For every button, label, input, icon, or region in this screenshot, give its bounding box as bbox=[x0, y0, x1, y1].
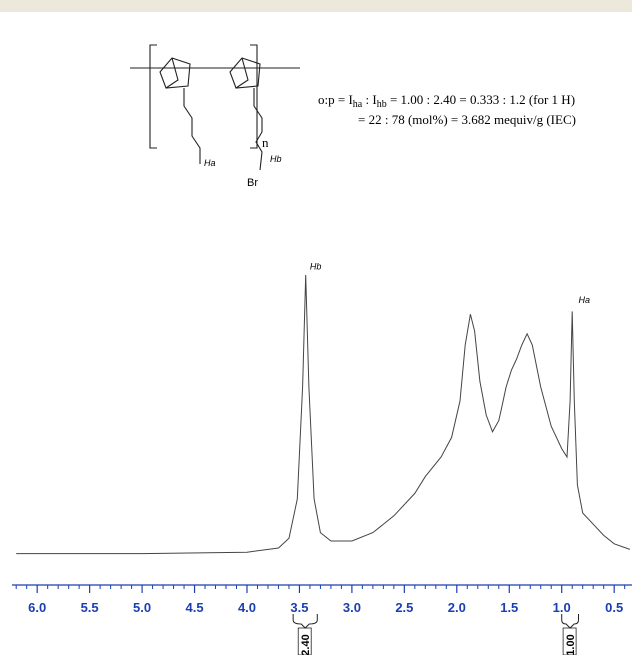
spectrum bbox=[16, 274, 631, 555]
x-tick-label: 2.0 bbox=[448, 600, 466, 615]
repeat-n: n bbox=[262, 135, 269, 150]
integral-bracket bbox=[292, 614, 318, 629]
formula-part: : I bbox=[362, 92, 376, 107]
integral-label: 1.00 bbox=[565, 634, 577, 655]
integral-box bbox=[297, 627, 312, 655]
formula-line1: o:p = Iha : Ihb = 1.00 : 2.40 = 0.333 : … bbox=[318, 92, 575, 110]
formula-part: o:p = I bbox=[318, 92, 353, 107]
integral-bracket bbox=[561, 614, 579, 629]
integral-box bbox=[562, 627, 577, 655]
x-tick-label: 1.5 bbox=[500, 600, 518, 615]
hb-label: Hb bbox=[270, 154, 282, 164]
x-tick-label: 4.0 bbox=[238, 600, 256, 615]
formula-sub: ha bbox=[353, 99, 363, 110]
ha-label: Ha bbox=[204, 158, 216, 168]
x-tick-label: 0.5 bbox=[605, 600, 623, 615]
formula-line2: = 22 : 78 (mol%) = 3.682 mequiv/g (IEC) bbox=[358, 112, 576, 127]
x-tick-label: 3.0 bbox=[343, 600, 361, 615]
x-tick-label: 1.0 bbox=[553, 600, 571, 615]
header-band bbox=[0, 0, 632, 12]
x-tick-label: 2.5 bbox=[395, 600, 413, 615]
x-tick-label: 5.0 bbox=[133, 600, 151, 615]
x-tick-label: 5.5 bbox=[81, 600, 99, 615]
x-tick-label: 6.0 bbox=[28, 600, 46, 615]
integral-label: 2.40 bbox=[300, 634, 312, 655]
formula-sub: hb bbox=[377, 99, 387, 110]
peak-label: Ha bbox=[578, 295, 590, 305]
formula-part: = 1.00 : 2.40 = 0.333 : 1.2 (for 1 H) bbox=[387, 92, 575, 107]
peak-label: Hb bbox=[310, 261, 322, 271]
structure bbox=[130, 44, 300, 171]
br-label: Br bbox=[247, 177, 258, 189]
x-tick-label: 4.5 bbox=[185, 600, 203, 615]
x-tick-label: 3.5 bbox=[290, 600, 308, 615]
